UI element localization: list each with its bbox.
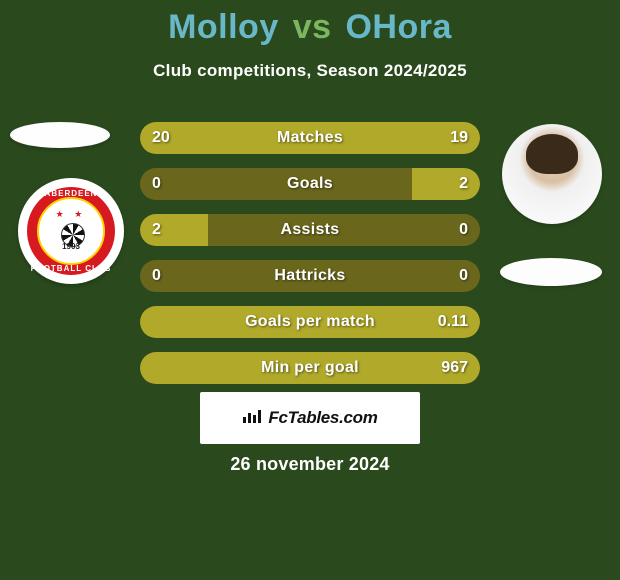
crest-outer-ring: ABERDEEN ★ ★ 1903 FOOTBALL CLUB — [27, 187, 115, 275]
crest-inner-circle: ★ ★ 1903 — [37, 197, 105, 265]
stat-label: Assists — [140, 214, 480, 246]
stat-value-left: 0 — [152, 260, 161, 292]
stat-row: Assists2 0 — [140, 214, 480, 246]
stats-bars: Matches2019Goals02Assists20Hattricks00Go… — [140, 122, 480, 398]
stat-label: Matches — [140, 122, 480, 154]
infographic-container: Molloy vs OHora Club competitions, Seaso… — [0, 0, 620, 580]
stat-label: Goals — [140, 168, 480, 200]
crest-stars-icon: ★ ★ — [39, 209, 103, 220]
stat-value-right: 967 — [441, 352, 468, 384]
stat-row: Matches20 19 — [140, 122, 480, 154]
stat-row: Goals per match0.11 — [140, 306, 480, 338]
player-right-name: OHora — [345, 8, 451, 46]
page-title: Molloy vs OHora — [0, 8, 620, 47]
crest-year: 1903 — [39, 242, 103, 251]
player-left-name: Molloy — [168, 8, 279, 46]
stat-value-left: 0 — [152, 168, 161, 200]
player-left-photo-placeholder — [10, 122, 110, 148]
stat-value-right: 0.11 — [438, 306, 468, 338]
stat-value-right: 19 — [450, 122, 468, 154]
stat-label: Goals per match — [140, 306, 480, 338]
footer-date: 26 november 2024 — [0, 454, 620, 475]
player-right-club-placeholder — [500, 258, 602, 286]
stat-value-left: 20 — [152, 122, 170, 154]
stat-row: Goals0 2 — [140, 168, 480, 200]
brand-footer: FcTables.com — [200, 392, 420, 444]
vs-separator: vs — [293, 8, 332, 46]
stat-value-right: 0 — [459, 260, 468, 292]
stat-value-right: 0 — [459, 214, 468, 246]
stat-row: Hattricks0 0 — [140, 260, 480, 292]
stat-label: Hattricks — [140, 260, 480, 292]
chart-icon — [242, 408, 262, 429]
stat-value-left: 2 — [152, 214, 161, 246]
stat-row: Min per goal967 — [140, 352, 480, 384]
brand-text: FcTables.com — [268, 408, 377, 428]
stat-value-right: 2 — [459, 168, 468, 200]
player-right-photo — [502, 124, 602, 224]
crest-text-bottom: FOOTBALL CLUB — [27, 264, 115, 273]
player-left-club-crest: ABERDEEN ★ ★ 1903 FOOTBALL CLUB — [18, 178, 124, 284]
subtitle: Club competitions, Season 2024/2025 — [0, 61, 620, 81]
stat-label: Min per goal — [140, 352, 480, 384]
